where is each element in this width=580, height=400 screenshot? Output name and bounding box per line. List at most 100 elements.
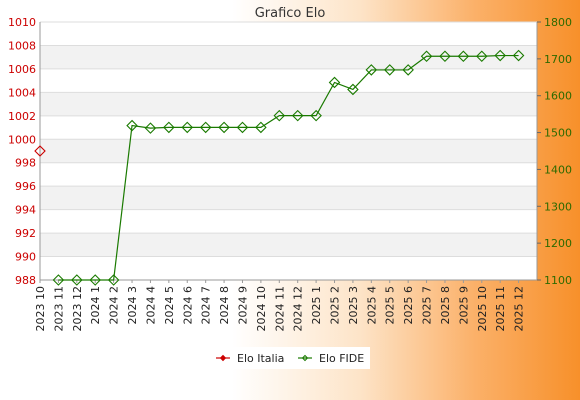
data-point [218, 121, 230, 134]
plot-band [40, 209, 537, 234]
right-axis-ticks: 1100 1200 1300 1400 1500 1600 1700 1800 [537, 16, 572, 287]
x-tick-label: 2024 6 [181, 286, 194, 325]
x-tick-label: 2024 12 [292, 286, 305, 332]
x-tick-label: 2025 6 [402, 286, 415, 325]
right-tick-label: 1800 [544, 16, 572, 29]
plot-band [40, 92, 537, 116]
left-tick-label: 988 [15, 274, 36, 287]
data-point [199, 121, 212, 134]
data-point [365, 64, 378, 76]
data-point [347, 83, 359, 96]
data-point [236, 121, 249, 134]
data-point [71, 274, 83, 286]
legend-box [210, 347, 370, 369]
data-point [310, 109, 322, 122]
x-axis-ticks: 2023 10 2023 11 2023 12 2024 1 2024 2 2024 3 2… [34, 280, 526, 332]
x-tick-label: 2023 11 [52, 286, 65, 332]
right-tick-label: 1400 [544, 163, 572, 176]
chart-title: Grafico Elo [255, 6, 326, 21]
data-point [420, 50, 433, 63]
data-point [255, 121, 267, 134]
x-tick-label: 2025 10 [476, 286, 489, 332]
data-point [181, 121, 194, 134]
x-tick-label: 2024 8 [218, 286, 231, 325]
left-tick-label: 998 [15, 157, 36, 170]
plot-band [40, 22, 537, 46]
data-point [383, 64, 396, 76]
data-point [273, 109, 286, 122]
plot-band [40, 139, 537, 163]
left-tick-label: 1006 [8, 63, 36, 76]
legend: Elo Italia Elo FIDE [210, 347, 370, 369]
right-tick-label: 1100 [544, 274, 572, 287]
data-point [144, 122, 157, 134]
plot-band [40, 68, 537, 93]
series-line [58, 54, 519, 281]
plot-band [40, 233, 537, 257]
left-tick-label: 1002 [8, 110, 36, 123]
x-tick-label: 2023 10 [34, 286, 47, 332]
x-tick-label: 2024 3 [126, 286, 139, 325]
x-tick-label: 2023 12 [71, 286, 84, 332]
data-point [457, 50, 470, 63]
plot-band [40, 45, 537, 69]
legend-label: Elo FIDE [319, 352, 364, 365]
data-point [126, 119, 138, 132]
data-point [328, 76, 341, 89]
x-tick-label: 2025 1 [310, 286, 323, 325]
right-tick-label: 1700 [544, 53, 572, 66]
x-tick-label: 2025 11 [494, 286, 507, 332]
right-tick-label: 1200 [544, 237, 572, 250]
left-tick-label: 996 [15, 180, 36, 193]
plot-band [40, 162, 537, 187]
data-point [52, 274, 65, 286]
legend-label: Elo Italia [237, 352, 284, 365]
series-layer [34, 49, 525, 286]
data-point [512, 49, 525, 62]
x-tick-label: 2024 9 [236, 286, 249, 325]
right-tick-label: 1500 [544, 127, 572, 140]
left-axis-ticks: 988 990 992 994 996 998 1000 1002 1004 1006 1008 10… [8, 16, 36, 287]
left-tick-label: 1000 [8, 133, 36, 146]
left-tick-label: 994 [15, 204, 36, 217]
data-point [163, 121, 175, 134]
data-point [107, 274, 120, 286]
axes [39, 22, 538, 281]
x-tick-label: 2025 4 [365, 286, 378, 325]
right-tick-label: 1600 [544, 90, 572, 103]
plot-band [40, 256, 537, 280]
data-point [34, 145, 46, 157]
legend-marker [301, 354, 309, 362]
x-tick-label: 2025 3 [347, 286, 360, 325]
data-point [291, 109, 304, 122]
x-tick-label: 2024 10 [255, 286, 268, 332]
left-tick-label: 992 [15, 227, 36, 240]
x-tick-label: 2025 12 [513, 286, 526, 332]
plot-band [40, 186, 537, 210]
data-point [475, 50, 488, 63]
plot-band [40, 115, 537, 140]
right-tick-label: 1300 [544, 200, 572, 213]
data-point [494, 49, 506, 62]
plot-bands [40, 22, 537, 280]
x-tick-label: 2025 7 [421, 286, 434, 325]
x-tick-label: 2025 5 [384, 286, 397, 325]
x-tick-label: 2024 7 [200, 286, 213, 325]
left-tick-label: 990 [15, 251, 36, 264]
data-point [439, 50, 451, 63]
legend-marker [219, 354, 227, 362]
x-tick-label: 2024 11 [273, 286, 286, 332]
left-tick-label: 1004 [8, 86, 36, 99]
x-tick-label: 2024 5 [163, 286, 176, 325]
data-point [89, 274, 102, 286]
left-tick-label: 1008 [8, 39, 36, 52]
x-tick-label: 2024 1 [89, 286, 102, 325]
left-tick-label: 1010 [8, 16, 36, 29]
x-tick-label: 2025 9 [457, 286, 470, 325]
x-tick-label: 2024 2 [108, 286, 121, 325]
x-tick-label: 2025 2 [329, 286, 342, 325]
x-tick-label: 2025 8 [439, 286, 452, 325]
x-tick-label: 2024 4 [144, 286, 157, 325]
